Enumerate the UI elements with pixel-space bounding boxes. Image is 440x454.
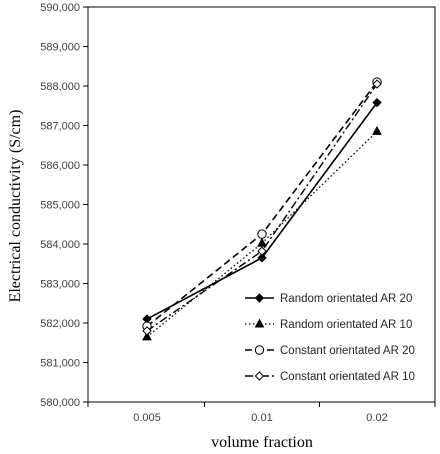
y-tick-label: 584,000 xyxy=(40,239,80,251)
plot-frame xyxy=(87,6,436,403)
legend-item: Constant orientated AR 10 xyxy=(245,371,415,383)
data-point xyxy=(142,326,152,336)
x-axis: 0.005 0.01 0.02 xyxy=(87,402,436,424)
y-tick-label: 580,000 xyxy=(40,397,80,409)
data-point xyxy=(372,125,382,135)
x-tick-label: 0.005 xyxy=(133,412,161,424)
legend-marker xyxy=(254,318,265,328)
y-tick-label: 581,000 xyxy=(40,358,80,370)
legend-item: Constant orientated AR 20 xyxy=(245,345,415,357)
data-point xyxy=(372,79,382,89)
data-point xyxy=(257,253,267,263)
data-point xyxy=(257,229,267,239)
y-tick-label: 590,000 xyxy=(40,2,80,14)
legend-marker xyxy=(254,345,265,355)
data-point xyxy=(372,97,382,108)
legend-item: Random orientated AR 10 xyxy=(245,318,412,331)
y-tick-label: 589,000 xyxy=(40,42,80,54)
legend-marker xyxy=(254,371,265,381)
series-line xyxy=(146,102,378,320)
y-tick-label: 583,000 xyxy=(40,279,80,291)
data-point xyxy=(257,246,267,256)
legend-item: Random orientated AR 20 xyxy=(245,293,412,305)
legend: Random orientated AR 20 Random orientated… xyxy=(245,293,415,383)
series-random-orientated-ar-20 xyxy=(142,97,382,324)
y-tick-label: 585,000 xyxy=(40,200,80,212)
legend-label: Constant orientated AR 10 xyxy=(280,371,415,383)
legend-label: Random orientated AR 20 xyxy=(280,293,412,305)
data-point xyxy=(142,331,152,341)
y-axis-title: Electrical conductivity (S/cm) xyxy=(7,110,24,303)
legend-label: Constant orientated AR 20 xyxy=(280,345,415,357)
y-axis: 580,000 581,000 582,000 583,000 584,000 585,0… xyxy=(40,2,88,409)
y-tick-label: 582,000 xyxy=(40,318,80,330)
series-line xyxy=(146,81,378,327)
plot-area xyxy=(87,6,436,403)
legend-marker xyxy=(254,293,265,303)
legend-label: Random orientated AR 10 xyxy=(280,319,412,331)
data-point xyxy=(257,237,267,247)
x-tick-label: 0.01 xyxy=(251,412,272,424)
x-axis-title: volume fraction xyxy=(211,434,313,451)
x-tick-label: 0.02 xyxy=(366,412,387,424)
series-random-orientated-ar-10 xyxy=(142,125,382,341)
y-tick-label: 588,000 xyxy=(40,81,80,93)
series-constant-orientated-ar-10 xyxy=(142,79,382,336)
y-tick-label: 587,000 xyxy=(40,121,80,133)
series-layer xyxy=(142,77,382,341)
y-tick-label: 586,000 xyxy=(40,160,80,172)
